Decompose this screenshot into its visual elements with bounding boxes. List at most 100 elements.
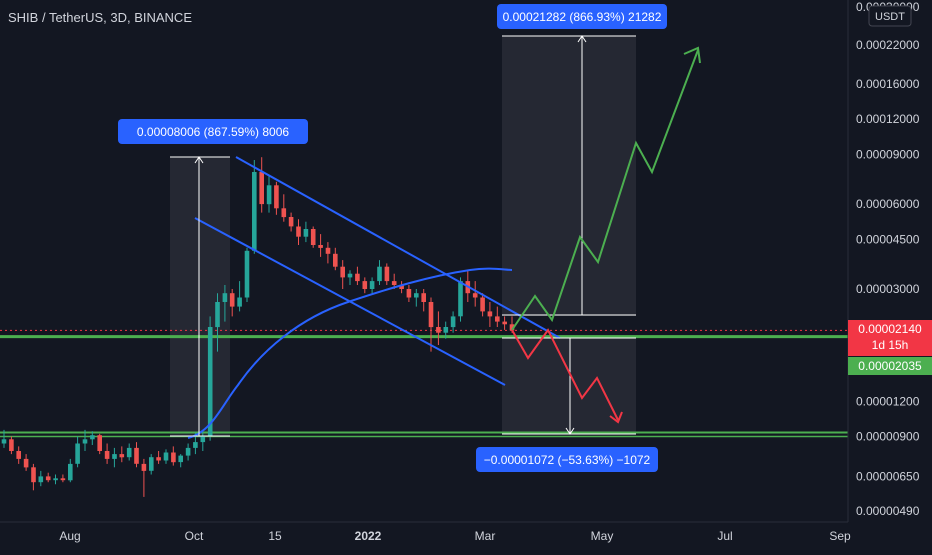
candle-body — [39, 476, 44, 482]
candle-body — [127, 448, 132, 457]
time-tick-label: May — [591, 529, 614, 543]
candle-body — [340, 267, 345, 278]
candle-body — [458, 281, 463, 316]
currency-button[interactable]: USDT — [869, 6, 911, 26]
measure-range-2 — [502, 36, 636, 316]
candle-body — [75, 444, 80, 464]
candle-body — [252, 172, 257, 251]
measure-label-3[interactable]: −0.00001072 (−53.63%) −1072 — [476, 447, 658, 472]
candle-body — [24, 459, 29, 468]
candle-body — [105, 451, 110, 459]
candle-body — [230, 293, 235, 306]
time-tick-label: Oct — [185, 529, 204, 543]
candle-body — [90, 435, 95, 439]
time-tick-label: Mar — [475, 529, 496, 543]
price-tick-label: 0.00000650 — [856, 469, 920, 483]
last-price-tag: 0.00002140 1d 15h — [848, 320, 932, 356]
price-tick-label: 0.00009000 — [856, 148, 920, 162]
candle-body — [61, 478, 66, 480]
candle-body — [164, 453, 169, 461]
time-tick-label: Aug — [59, 529, 80, 543]
candle-body — [326, 248, 331, 254]
bar-countdown: 1d 15h — [872, 338, 909, 352]
candle-body — [333, 254, 338, 267]
candle-body — [178, 456, 183, 463]
candle-body — [31, 467, 36, 482]
candle-body — [348, 274, 353, 278]
candle-body — [436, 327, 441, 333]
currency-label: USDT — [875, 11, 905, 23]
candle-body — [502, 322, 507, 325]
candle-body — [68, 464, 73, 480]
price-tick-label: 0.00000900 — [856, 430, 920, 444]
time-tick-label: 15 — [268, 529, 282, 543]
candle-body — [186, 448, 191, 456]
candle-body — [171, 453, 176, 463]
candle-body — [377, 267, 382, 281]
candle-body — [282, 208, 287, 217]
time-axis[interactable]: Aug Oct 15 2022 Mar May Jul Sep — [0, 522, 932, 550]
measure-range-1 — [170, 157, 230, 437]
measure-label-2[interactable]: 0.00021282 (866.93%) 21282 — [497, 4, 667, 29]
candle-body — [237, 298, 242, 307]
level-price-value: 0.00002035 — [858, 359, 922, 373]
measure-label-text: 0.00021282 (866.93%) 21282 — [503, 10, 662, 24]
measure-label-text: −0.00001072 (−53.63%) −1072 — [484, 453, 651, 467]
candle-body — [149, 457, 154, 471]
candle-body — [2, 439, 7, 443]
candle-body — [201, 437, 206, 443]
time-tick-label: Sep — [829, 529, 851, 543]
candle-body — [296, 227, 301, 237]
candle-body — [421, 293, 426, 302]
candle-body — [142, 464, 147, 471]
price-tick-label: 0.00004500 — [856, 232, 920, 246]
price-tick-label: 0.00022000 — [856, 38, 920, 52]
candle-body — [245, 251, 250, 298]
time-tick-label: 2022 — [355, 529, 382, 543]
candle-body — [259, 172, 264, 204]
candle-body — [223, 293, 228, 302]
price-axis[interactable]: 0.000300000.000220000.000160000.00012000… — [848, 0, 932, 522]
candle-body — [488, 311, 493, 316]
measure-label-1[interactable]: 0.00008006 (867.59%) 8006 — [118, 119, 308, 144]
price-tick-label: 0.00003000 — [856, 282, 920, 296]
candle-body — [53, 478, 58, 480]
price-tick-label: 0.00006000 — [856, 197, 920, 211]
price-tick-label: 0.00012000 — [856, 112, 920, 126]
candle-body — [407, 289, 412, 298]
candle-body — [355, 274, 360, 281]
candle-body — [363, 281, 368, 289]
time-tick-label: Jul — [717, 529, 732, 543]
candle-body — [480, 298, 485, 312]
candle-body — [444, 327, 449, 333]
candle-body — [473, 293, 478, 297]
candle-body — [120, 454, 125, 457]
candle-body — [134, 448, 139, 464]
level-price-tag: 0.00002035 — [848, 357, 932, 375]
candle-body — [112, 454, 117, 459]
candle-body — [267, 185, 272, 204]
candle-body — [429, 302, 434, 327]
candle-body — [156, 457, 161, 460]
candle-body — [83, 439, 88, 443]
candle-body — [46, 476, 51, 480]
candle-body — [385, 267, 390, 281]
candle-body — [392, 281, 397, 285]
candle-body — [414, 293, 419, 297]
candle-body — [9, 439, 14, 451]
candle-body — [289, 217, 294, 226]
price-tick-label: 0.00001200 — [856, 394, 920, 408]
price-tick-label: 0.00000490 — [856, 504, 920, 518]
price-tick-label: 0.00016000 — [856, 77, 920, 91]
candle-body — [318, 245, 323, 248]
candle-body — [495, 316, 500, 321]
candle-body — [193, 442, 198, 448]
candle-body — [311, 229, 316, 245]
candle-body — [97, 435, 102, 451]
last-price-value: 0.00002140 — [858, 322, 922, 336]
candle-body — [370, 281, 375, 289]
candle-body — [16, 451, 21, 459]
